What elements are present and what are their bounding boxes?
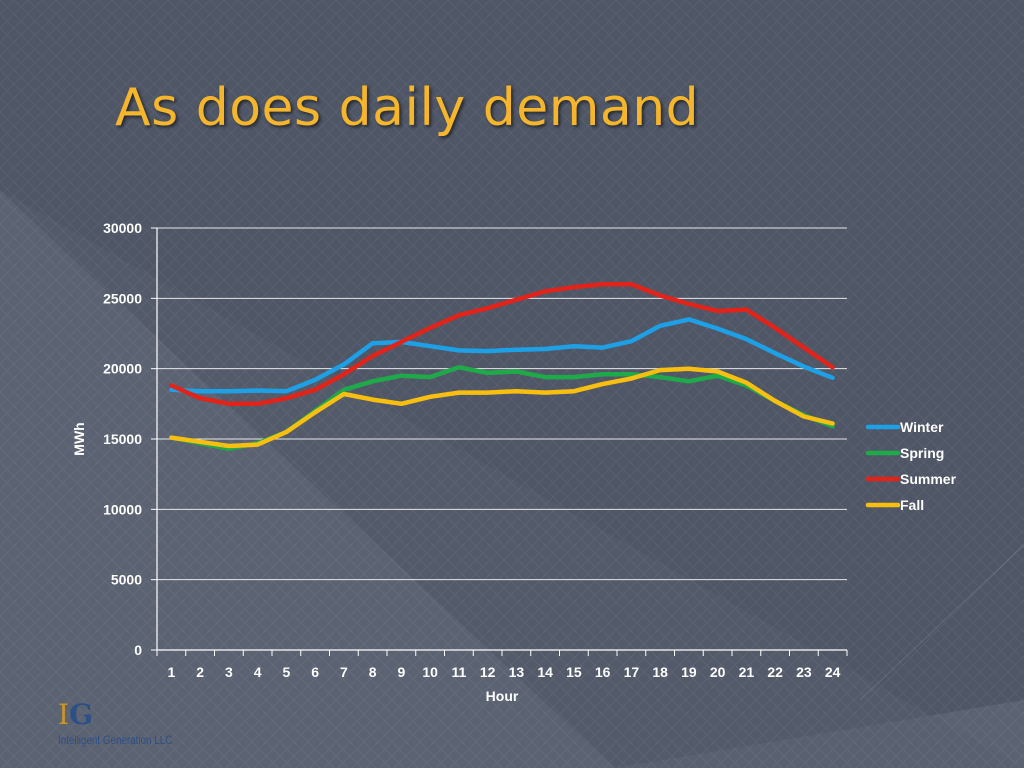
x-tick-label: 15 bbox=[566, 664, 582, 680]
x-tick-label: 24 bbox=[825, 664, 841, 680]
x-tick-label: 18 bbox=[652, 664, 668, 680]
x-tick-label: 14 bbox=[537, 664, 553, 680]
x-tick-label: 23 bbox=[796, 664, 812, 680]
series-line-fall bbox=[169, 366, 835, 449]
x-tick-label: 21 bbox=[739, 664, 755, 680]
x-tick-label: 11 bbox=[451, 664, 466, 680]
y-tick-label: 20000 bbox=[103, 361, 142, 377]
x-tick-label: 19 bbox=[681, 664, 697, 680]
legend-label-winter: Winter bbox=[900, 419, 944, 435]
x-tick-label: 4 bbox=[254, 664, 262, 680]
y-axis-label: MWh bbox=[71, 422, 87, 455]
x-tick-label: 20 bbox=[710, 664, 726, 680]
y-tick-label: 30000 bbox=[103, 220, 142, 236]
x-tick-label: 6 bbox=[311, 664, 319, 680]
logo-letter-g: G bbox=[69, 698, 93, 731]
series-lines bbox=[169, 282, 835, 452]
company-logo: IG Intelligent Generation LLC bbox=[58, 700, 218, 750]
x-tick-label: 10 bbox=[422, 664, 438, 680]
x-tick-label: 12 bbox=[480, 664, 496, 680]
y-tick-label: 5000 bbox=[111, 572, 142, 588]
x-tick-label: 9 bbox=[397, 664, 405, 680]
legend: Winter Spring Summer Fall bbox=[865, 419, 957, 513]
logo-letter-i: I bbox=[58, 698, 70, 731]
logo-mark: IG bbox=[58, 700, 93, 730]
x-tick-label: 17 bbox=[624, 664, 640, 680]
legend-label-summer: Summer bbox=[900, 471, 957, 487]
legend-label-spring: Spring bbox=[900, 445, 944, 461]
series-line-winter bbox=[169, 317, 835, 394]
y-tick-label: 15000 bbox=[103, 431, 142, 447]
x-tick-label: 1 bbox=[167, 664, 175, 680]
x-tick-label: 8 bbox=[369, 664, 377, 680]
x-tick-label: 13 bbox=[509, 664, 525, 680]
x-tick-label: 16 bbox=[595, 664, 611, 680]
x-tick-label: 7 bbox=[340, 664, 348, 680]
series-line-summer bbox=[169, 282, 835, 407]
x-tick-label: 3 bbox=[225, 664, 233, 680]
logo-company-name: Intelligent Generation LLC bbox=[58, 733, 173, 747]
y-tick-label: 0 bbox=[134, 642, 142, 658]
slide-title: As does daily demand bbox=[115, 78, 700, 138]
x-tick-label: 5 bbox=[282, 664, 290, 680]
y-tick-label: 25000 bbox=[103, 290, 142, 306]
x-tick-label: 2 bbox=[196, 664, 204, 680]
y-tick-label: 10000 bbox=[103, 501, 142, 517]
x-tick-label: 22 bbox=[767, 664, 783, 680]
legend-label-fall: Fall bbox=[900, 497, 924, 513]
x-axis-label: Hour bbox=[486, 688, 519, 704]
